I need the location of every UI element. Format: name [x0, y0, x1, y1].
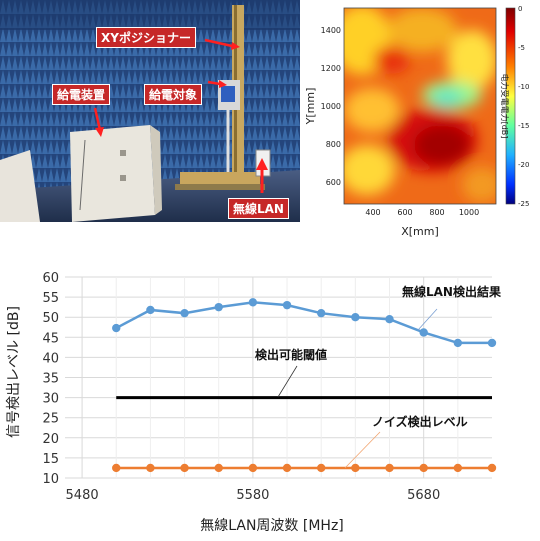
positioner-label: XYポジショナー	[96, 27, 196, 48]
heatmap-area	[344, 8, 496, 204]
chart-svg: 10 15 20 25 30 35 40 45 50 55 60 5480 5580 5680 無線LAN…	[6, 271, 501, 534]
colorbar-tick: -25	[518, 200, 529, 208]
y-tick-label: 60	[42, 271, 59, 286]
y-tick-label: 30	[42, 392, 59, 407]
noise-data-point	[351, 463, 360, 473]
noise-data-point	[112, 463, 121, 473]
wlan-label: 無線LAN	[228, 198, 289, 219]
y-tick-label: 20	[42, 432, 59, 447]
rx-target-label: 給電対象	[144, 84, 203, 105]
noise-data-point	[385, 463, 394, 473]
wlan-data-point	[385, 315, 394, 324]
noise-data-point	[180, 463, 189, 473]
wlan-data-point	[453, 338, 463, 348]
wlan-callout-line	[417, 308, 438, 331]
colorbar-tick: -20	[518, 161, 529, 169]
noise-data-point	[487, 463, 497, 473]
wlan-data-point	[317, 308, 326, 318]
heatmap-xtick: 1000	[459, 208, 479, 217]
series-line-wlan	[115, 301, 492, 345]
colorbar-label: 电力受電電力[dB]	[500, 74, 510, 139]
wlan-data-point	[248, 298, 258, 307]
colorbar-tick: -10	[518, 83, 529, 91]
y-tick-label: 25	[42, 412, 59, 427]
noise-data-point	[282, 463, 292, 473]
threshold-callout-line	[277, 365, 298, 398]
series-label-threshold: 検出可能閾値	[255, 347, 327, 362]
received-power-heatmap: 1400 1200 1000 800 600 400 400 600 800 1…	[302, 0, 540, 240]
noise-data-point	[248, 463, 258, 473]
heatmap-ytick: 800	[326, 140, 341, 149]
noise-data-point	[146, 463, 155, 473]
series-label-wlan: 無線LAN検出結果	[402, 284, 501, 299]
y-tick-label: 10	[42, 472, 59, 487]
noise-callout-line	[344, 431, 381, 469]
heatmap-svg: 1400 1200 1000 800 600 400 400 600 800 1…	[304, 5, 529, 238]
y-tick-label: 55	[42, 291, 59, 306]
heatmap-xtick: 600	[397, 208, 412, 217]
heatmap-xlabel: X[mm]	[401, 225, 439, 238]
chart-ylabel: 信号検出レベル [dB]	[6, 306, 22, 438]
heatmap-ytick: 1000	[321, 102, 341, 111]
wlan-data-point	[351, 313, 360, 322]
x-tick-label: 5580	[236, 488, 269, 503]
chart-xlabel: 無線LAN周波数 [MHz]	[200, 518, 344, 534]
colorbar-tick: 0	[518, 5, 522, 13]
wlan-data-point	[214, 302, 223, 312]
chamber-photo: XYポジショナー 給電装置 給電対象 無線LAN	[0, 0, 300, 222]
y-tick-label: 50	[42, 311, 59, 326]
wlan-data-point	[419, 328, 428, 337]
chart-series	[112, 298, 497, 473]
y-tick-label: 35	[42, 372, 59, 387]
noise-data-point	[317, 463, 326, 473]
heatmap-ytick: 600	[326, 178, 341, 187]
noise-data-point	[453, 463, 463, 473]
wlan-data-point	[112, 323, 121, 333]
wlan-data-point	[282, 300, 292, 310]
y-tick-label: 15	[42, 452, 59, 467]
colorbar	[505, 7, 516, 205]
heatmap-ytick: 1200	[321, 64, 341, 73]
x-tick-label: 5480	[66, 488, 99, 503]
colorbar-tick: -5	[518, 44, 525, 52]
x-tick-label: 5680	[407, 488, 440, 503]
wlan-data-point	[487, 338, 497, 348]
chart-grid	[65, 276, 492, 479]
tx-device-label: 給電装置	[52, 84, 111, 105]
noise-data-point	[419, 463, 428, 473]
heatmap-xtick: 400	[365, 208, 380, 217]
colorbar-tick: -15	[518, 122, 529, 130]
heatmap-xtick: 800	[429, 208, 444, 217]
y-tick-label: 40	[42, 351, 59, 366]
series-label-noise: ノイズ検出レベル	[372, 414, 468, 429]
heatmap-ytick: 1400	[321, 26, 341, 35]
detection-level-chart: 10 15 20 25 30 35 40 45 50 55 60 5480 5580 5680 無線LAN…	[0, 262, 540, 537]
chart-ticks: 10 15 20 25 30 35 40 45 50 55 60 5480 5580 5680	[42, 271, 440, 503]
noise-data-point	[214, 463, 223, 473]
wlan-data-point	[146, 305, 155, 315]
heatmap-ylabel: Y[mm]	[304, 88, 317, 126]
y-tick-label: 45	[42, 331, 59, 346]
wlan-data-point	[180, 308, 189, 318]
